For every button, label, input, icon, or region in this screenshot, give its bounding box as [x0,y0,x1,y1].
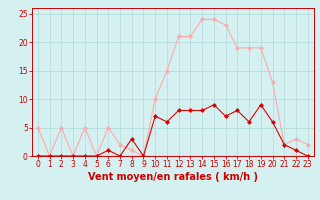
X-axis label: Vent moyen/en rafales ( km/h ): Vent moyen/en rafales ( km/h ) [88,172,258,182]
